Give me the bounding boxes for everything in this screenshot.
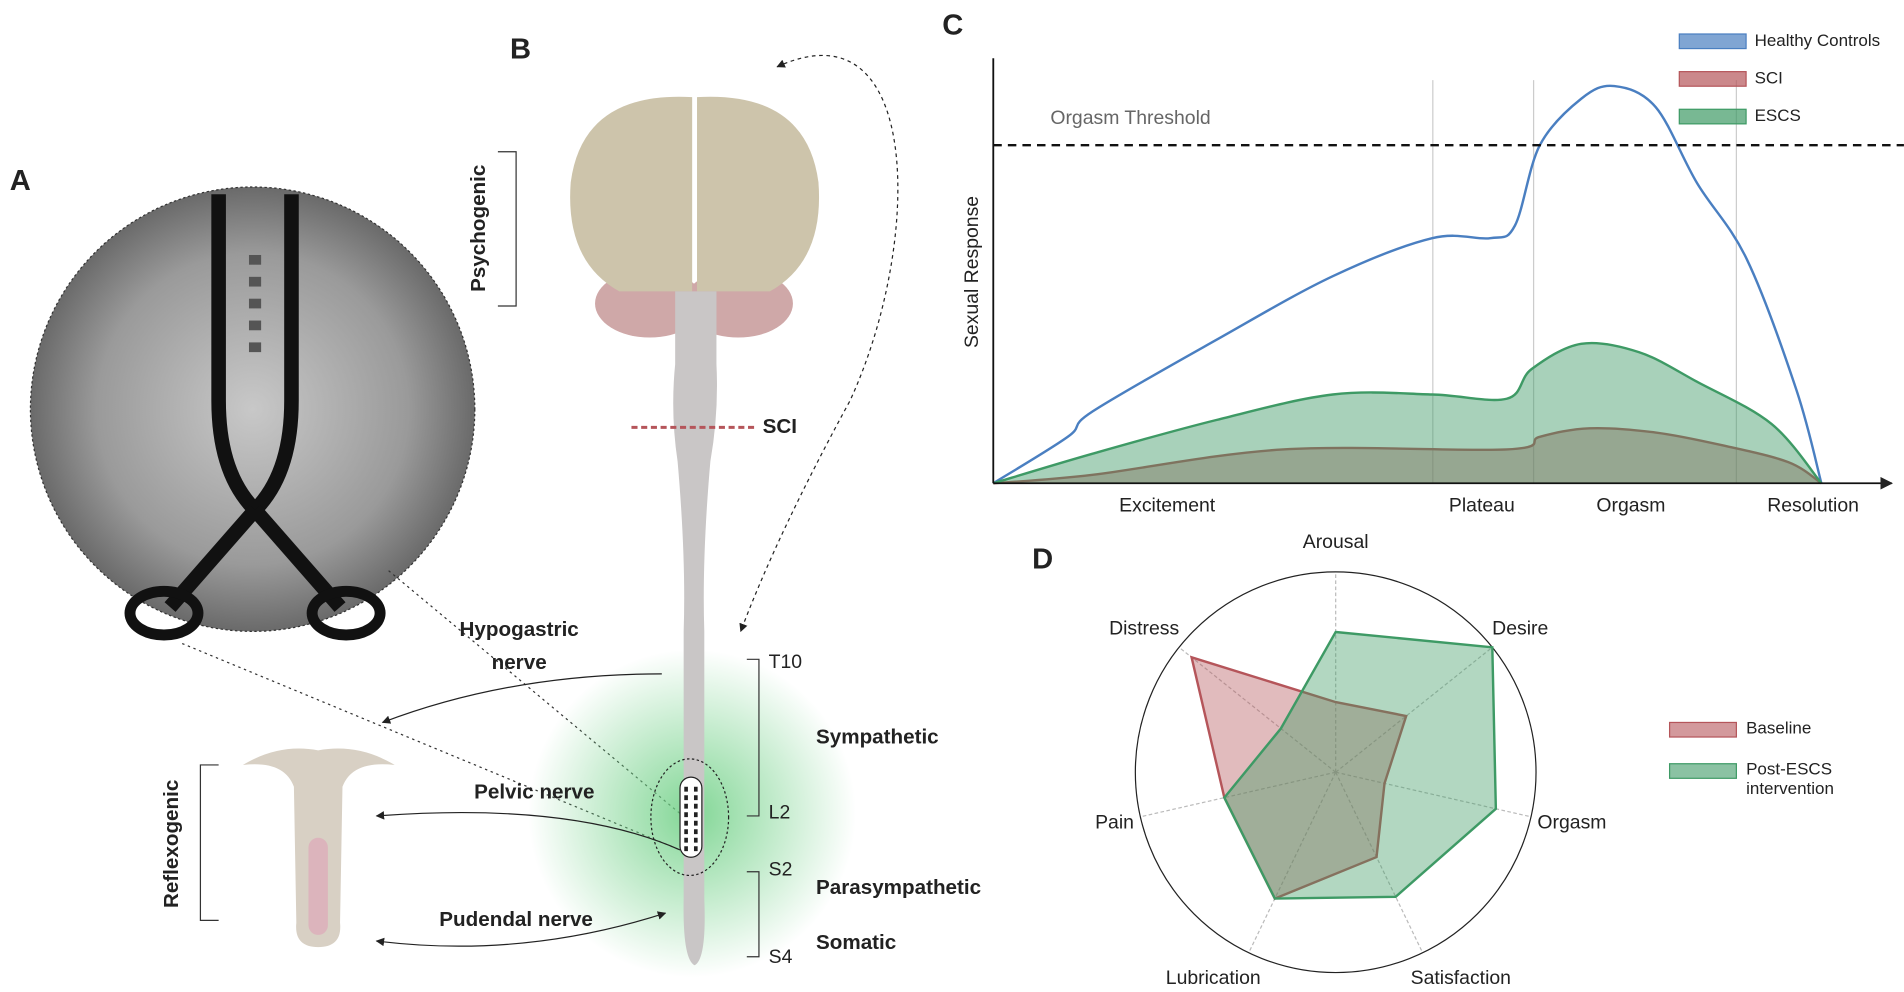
psychogenic-label: Psychogenic: [467, 165, 490, 292]
threshold-label: Orgasm Threshold: [1050, 107, 1210, 129]
segment-label: T10: [769, 651, 803, 673]
reflexogenic-label: Reflexogenic: [160, 780, 183, 908]
axis-label: Desire: [1492, 617, 1548, 639]
spoke: [1140, 771, 1336, 818]
legend-entry: Post-ESCS intervention: [1746, 758, 1834, 798]
spoke: [1335, 646, 1493, 773]
line: [992, 84, 1823, 485]
line: [993, 426, 1823, 485]
spoke: [1178, 646, 1337, 773]
segment-label: L2: [769, 802, 791, 824]
panel-label: B: [510, 34, 531, 66]
radar-frame: [1134, 571, 1537, 974]
legend-label: SCI: [1755, 68, 1783, 87]
area: [993, 343, 1822, 484]
legend-swatch: [1678, 33, 1747, 50]
nerve-label: Pelvic nerve: [474, 780, 594, 803]
line: [992, 341, 1823, 485]
spoke: [1248, 771, 1337, 953]
radar-area: [1222, 630, 1498, 900]
panel-label: C: [942, 9, 963, 41]
legend-label: ESCS: [1755, 106, 1801, 125]
legend-swatch: [1668, 721, 1737, 738]
system-label: Sympathetic: [816, 726, 939, 749]
x-tick-label: Plateau: [1449, 494, 1515, 516]
nerve-label: Hypogastric nerve: [459, 618, 579, 674]
segment-label: S2: [769, 859, 793, 881]
axis-label: Orgasm: [1537, 811, 1606, 833]
area: [993, 428, 1822, 484]
axis-label: Arousal: [1303, 531, 1369, 553]
xray: [29, 186, 476, 641]
y-axis-label: Sexual Response: [961, 196, 983, 348]
axis-label: Satisfaction: [1411, 967, 1511, 989]
system-label: Parasympathetic: [816, 876, 981, 899]
x-tick-label: Orgasm: [1596, 494, 1665, 516]
legend-label: Healthy Controls: [1755, 31, 1881, 50]
uterus: [242, 748, 395, 948]
panel-label: A: [10, 165, 31, 197]
legend-swatch: [1678, 108, 1747, 125]
sci-label: SCI: [763, 415, 797, 438]
panel-label: D: [1032, 544, 1053, 576]
legend-label: Baseline: [1746, 717, 1812, 738]
spoke: [1335, 771, 1532, 818]
system-label: Somatic: [816, 931, 896, 954]
legend-entry: Baseline: [1746, 717, 1812, 738]
nerve-label: Pudendal nerve: [439, 908, 593, 931]
x-tick-label: Excitement: [1119, 494, 1216, 516]
axis-label: Lubrication: [1166, 967, 1261, 989]
segment-label: S4: [769, 946, 793, 968]
legend-label: Post-ESCS intervention: [1746, 758, 1834, 798]
axis-label: Pain: [1095, 811, 1134, 833]
x-tick-label: Resolution: [1767, 494, 1859, 516]
legend-swatch: [1668, 763, 1737, 779]
axis-label: Distress: [1109, 617, 1179, 639]
spoke: [1335, 771, 1424, 953]
legend-swatch: [1678, 71, 1747, 87]
